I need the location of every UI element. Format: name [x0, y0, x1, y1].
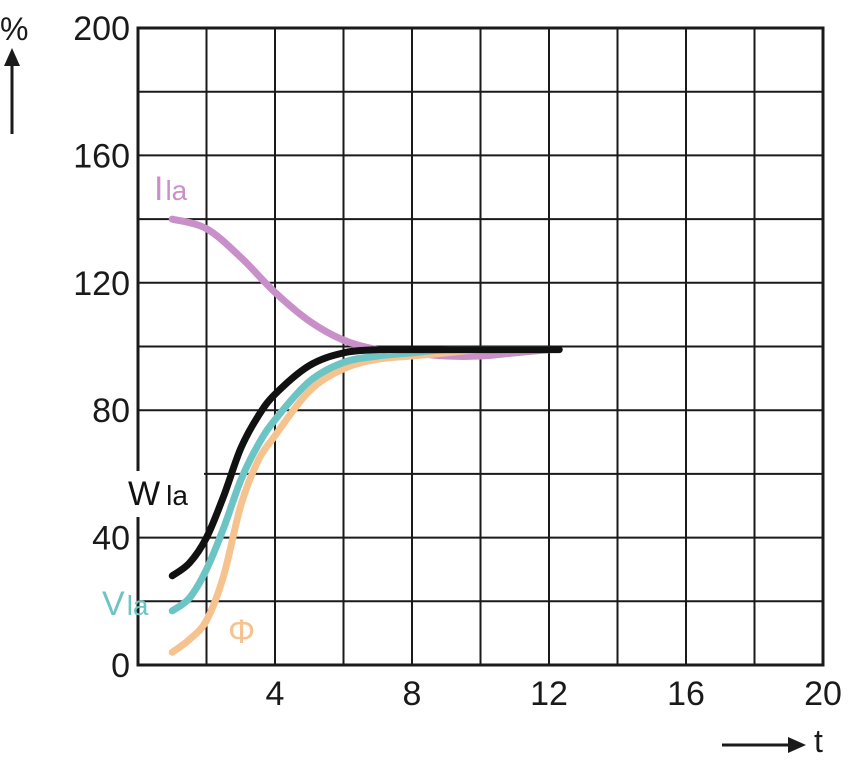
x-tick-label: 12: [530, 675, 568, 713]
series-curves: [168, 215, 563, 656]
x-tick-label: 16: [667, 675, 705, 713]
series-label-phi: Φ: [228, 613, 255, 651]
tick-labels: 0 40 80 120 160 200 4 8 12 16 20: [73, 10, 842, 713]
series-label-subscript: la: [166, 480, 188, 511]
series-line-i-la: [168, 215, 553, 360]
x-tick-label: 8: [403, 675, 422, 713]
series-label-name: Φ: [228, 613, 255, 651]
series-line-w-la: [168, 345, 563, 580]
series-label-name: V: [102, 585, 125, 623]
x-tick-label: 4: [266, 675, 285, 713]
y-tick-label: 40: [92, 520, 130, 558]
series-label-subscript: la: [165, 175, 187, 206]
plot-frame: [136, 26, 825, 667]
y-tick-label: 80: [92, 392, 130, 430]
y-tick-label: 200: [73, 10, 130, 48]
y-tick-label: 0: [111, 647, 130, 685]
series-line-phi: [168, 345, 553, 656]
x-axis-label: t: [814, 723, 823, 759]
x-axis-arrow: [722, 737, 806, 753]
series-label-subscript: la: [127, 590, 149, 621]
series-label-name: W: [128, 475, 160, 513]
x-tick-label: 20: [804, 675, 842, 713]
y-axis-label: %: [0, 11, 28, 47]
y-tick-label: 160: [73, 137, 130, 175]
y-axis-arrow: [4, 48, 20, 134]
series-label-name: I: [154, 170, 163, 208]
series-label-v-la: Vla: [102, 585, 149, 623]
series-label-i-la: Ila: [154, 170, 188, 208]
y-tick-label: 120: [73, 265, 130, 303]
label-backdrop: [124, 471, 204, 517]
